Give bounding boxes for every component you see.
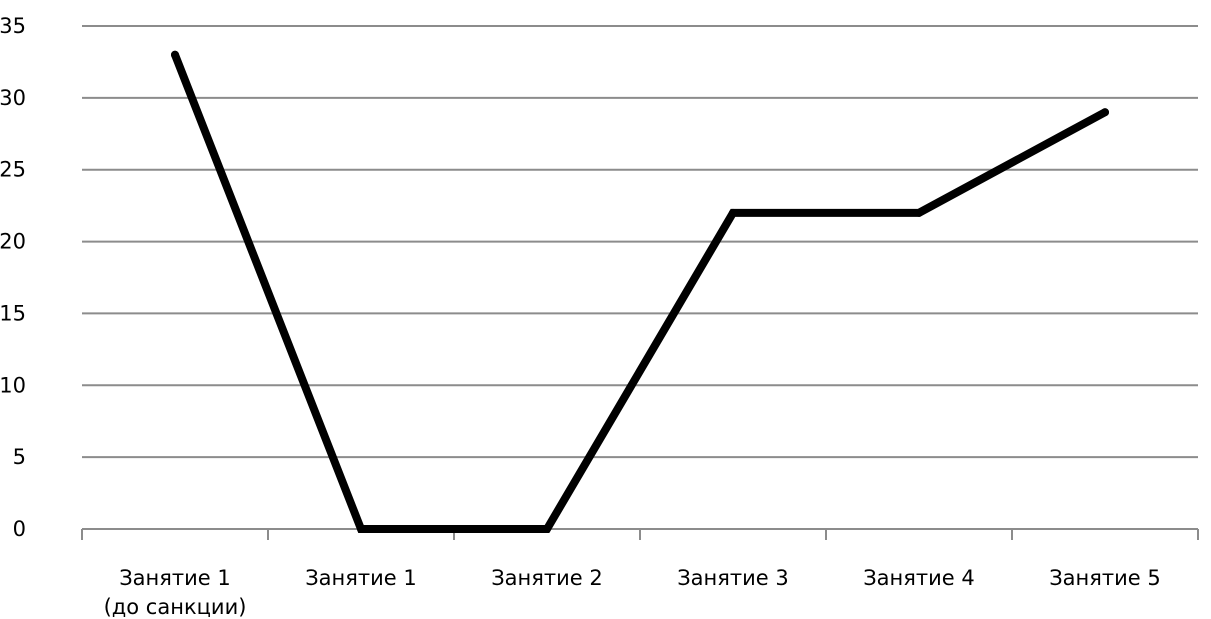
y-axis-tick-labels: 0 5 10 15 20 25 30 35 [0, 14, 26, 541]
x-tick-label: Занятие 3 [677, 566, 789, 590]
x-tick-label: Занятие 1 (до санкции) [104, 566, 247, 619]
data-point [1101, 108, 1109, 117]
x-tick-label: Занятие 1 [305, 566, 417, 590]
y-tick-label: 5 [13, 445, 26, 469]
x-tick-label-line: Занятие 1 [305, 566, 417, 590]
data-point [171, 50, 179, 59]
x-axis [81, 528, 1199, 540]
y-tick-label: 10 [0, 373, 26, 397]
x-tick-label: Занятие 4 [863, 566, 975, 590]
series-line [171, 50, 1109, 533]
x-tick-label-line: Занятие 5 [1049, 566, 1161, 590]
y-tick-label: 25 [0, 158, 26, 182]
x-tick-label-line: (до санкции) [104, 595, 247, 619]
x-tick-label-line: Занятие 4 [863, 566, 975, 590]
y-tick-label: 20 [0, 230, 26, 254]
data-point [915, 208, 923, 217]
x-tick-label-line: Занятие 3 [677, 566, 789, 590]
x-tick-label: Занятие 2 [491, 566, 603, 590]
x-tick-label-line: Занятие 2 [491, 566, 603, 590]
y-tick-label: 0 [13, 517, 26, 541]
x-axis-tick-labels: Занятие 1 (до санкции) Занятие 1 Занятие 2 З… [104, 566, 1161, 619]
y-tick-label: 15 [0, 301, 26, 325]
data-point [543, 525, 551, 533]
y-tick-label: 35 [0, 14, 26, 38]
series-layer [171, 50, 1109, 533]
data-point [357, 525, 365, 533]
gridlines [82, 25, 1198, 459]
x-tick-label-line: Занятие 1 [119, 566, 231, 590]
data-point [729, 208, 737, 217]
y-tick-label: 30 [0, 86, 26, 110]
x-tick-label: Занятие 5 [1049, 566, 1161, 590]
